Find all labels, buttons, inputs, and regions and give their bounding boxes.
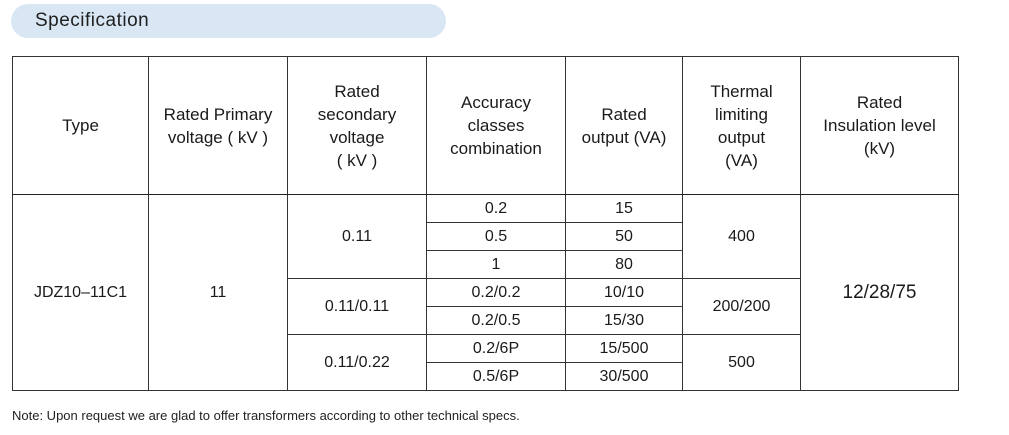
- header-thermal-limiting-output: Thermal limiting output (VA): [682, 56, 801, 195]
- header-accuracy-classes: Accuracy classes combination: [426, 56, 566, 195]
- output-cell: 30/500: [565, 362, 683, 391]
- insulation-level-cell: 12/28/75: [800, 194, 959, 391]
- accuracy-cell: 1: [426, 250, 566, 279]
- output-cell: 15/30: [565, 306, 683, 335]
- table-header-row: Type Rated Primary voltage ( kV ) Rated …: [12, 56, 959, 195]
- secondary-voltage-cell: 0.11/0.11: [287, 278, 427, 335]
- header-rated-secondary-voltage: Rated secondary voltage ( kV ): [287, 56, 427, 195]
- accuracy-cell: 0.5: [426, 222, 566, 251]
- table-row: 0.5 50: [13, 222, 959, 251]
- accuracy-cell: 0.2/0.2: [426, 278, 566, 307]
- table-row: 0.11/0.11 0.2/0.2 10/10 200/200: [13, 278, 959, 335]
- secondary-voltage-cell: 0.11/0.22: [287, 334, 427, 391]
- specification-table: Type Rated Primary voltage ( kV ) Rated …: [12, 56, 959, 391]
- secondary-voltage-cell: 0.11: [287, 194, 427, 279]
- table-row: 0.2/0.5 15/30: [13, 306, 959, 335]
- output-cell: 15: [565, 194, 683, 223]
- table-row: 0.11/0.22 0.2/6P 15/500 500: [13, 334, 959, 391]
- thermal-output-cell: 200/200: [682, 278, 801, 335]
- output-cell: 50: [565, 222, 683, 251]
- output-cell: 15/500: [565, 334, 683, 363]
- accuracy-cell: 0.2/6P: [426, 334, 566, 363]
- output-cell: 10/10: [565, 278, 683, 307]
- type-cell: JDZ10–11C1: [12, 194, 149, 391]
- table-row: JDZ10–11C1 11 0.11 0.2 15 400 12/28/75: [12, 194, 959, 391]
- output-cell: 80: [565, 250, 683, 279]
- table-row: 0.5/6P 30/500: [13, 362, 959, 391]
- primary-voltage-cell: 11: [148, 194, 288, 391]
- footnote: Note: Upon request we are glad to offer …: [12, 408, 520, 423]
- accuracy-cell: 0.5/6P: [426, 362, 566, 391]
- accuracy-cell: 0.2/0.5: [426, 306, 566, 335]
- section-title: Specification: [35, 10, 150, 31]
- thermal-output-cell: 400: [682, 194, 801, 279]
- thermal-output-cell: 500: [682, 334, 801, 391]
- header-rated-output: Rated output (VA): [565, 56, 683, 195]
- accuracy-cell: 0.2: [426, 194, 566, 223]
- header-type: Type: [12, 56, 149, 195]
- header-rated-primary-voltage: Rated Primary voltage ( kV ): [148, 56, 288, 195]
- header-rated-insulation-level: Rated Insulation level (kV): [800, 56, 959, 195]
- section-title-pill: Specification: [11, 4, 446, 38]
